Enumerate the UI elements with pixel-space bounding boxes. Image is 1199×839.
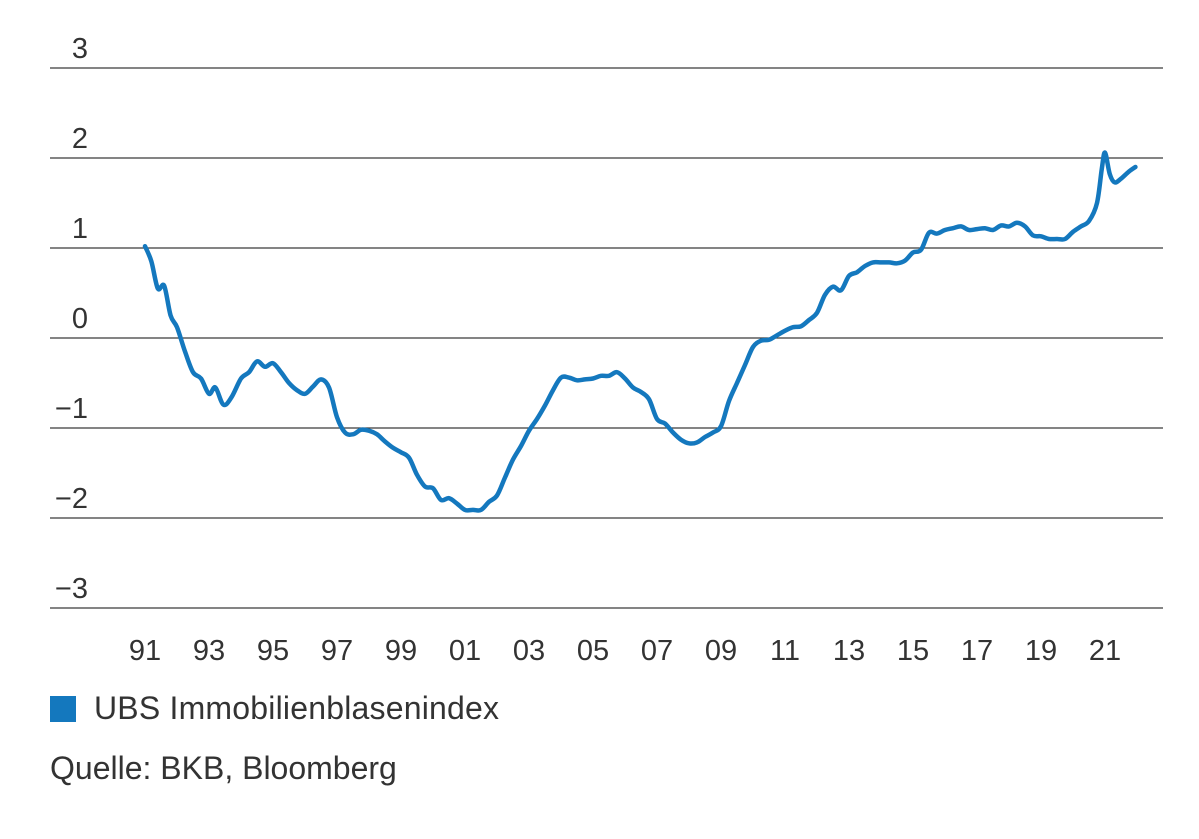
series-lines — [142, 150, 1138, 513]
y-tick-label: 3 — [72, 33, 88, 65]
y-tick-label: −2 — [55, 483, 88, 515]
gridlines — [50, 67, 1163, 609]
series-line — [142, 150, 1138, 513]
x-tick-label: 93 — [193, 635, 225, 667]
x-tick-label: 91 — [129, 635, 161, 667]
x-tick-label: 09 — [705, 635, 737, 667]
x-tick-label: 01 — [449, 635, 481, 667]
x-tick-label: 05 — [577, 635, 609, 667]
x-tick-label: 97 — [321, 635, 353, 667]
source-note: Quelle: BKB, Bloomberg — [50, 750, 397, 786]
x-tick-label: 11 — [770, 635, 800, 667]
legend-swatch — [50, 695, 76, 722]
x-tick-label: 19 — [1025, 635, 1057, 667]
y-tick-label: 0 — [72, 303, 88, 335]
x-axis-tick-labels: 91 93 95 97 99 01 03 05 07 09 11 13 15 17 19 21 — [129, 635, 1121, 667]
x-tick-label: 17 — [961, 635, 993, 667]
x-tick-label: 07 — [641, 635, 673, 667]
y-tick-label: 2 — [72, 123, 88, 155]
x-tick-label: 95 — [257, 635, 289, 667]
y-axis-tick-labels: 3 2 1 0 −1 −2 −3 — [55, 33, 88, 605]
x-tick-label: 99 — [385, 635, 417, 667]
x-tick-label: 03 — [513, 635, 545, 667]
y-tick-label: −1 — [55, 393, 88, 425]
x-tick-label: 15 — [897, 635, 929, 667]
x-tick-label: 13 — [833, 635, 865, 667]
legend-label: UBS Immobilienblasenindex — [94, 690, 500, 726]
x-tick-label: 21 — [1089, 635, 1121, 667]
legend: UBS Immobilienblasenindex — [50, 690, 499, 727]
y-tick-label: 1 — [72, 213, 88, 245]
y-tick-label: −3 — [55, 573, 88, 605]
